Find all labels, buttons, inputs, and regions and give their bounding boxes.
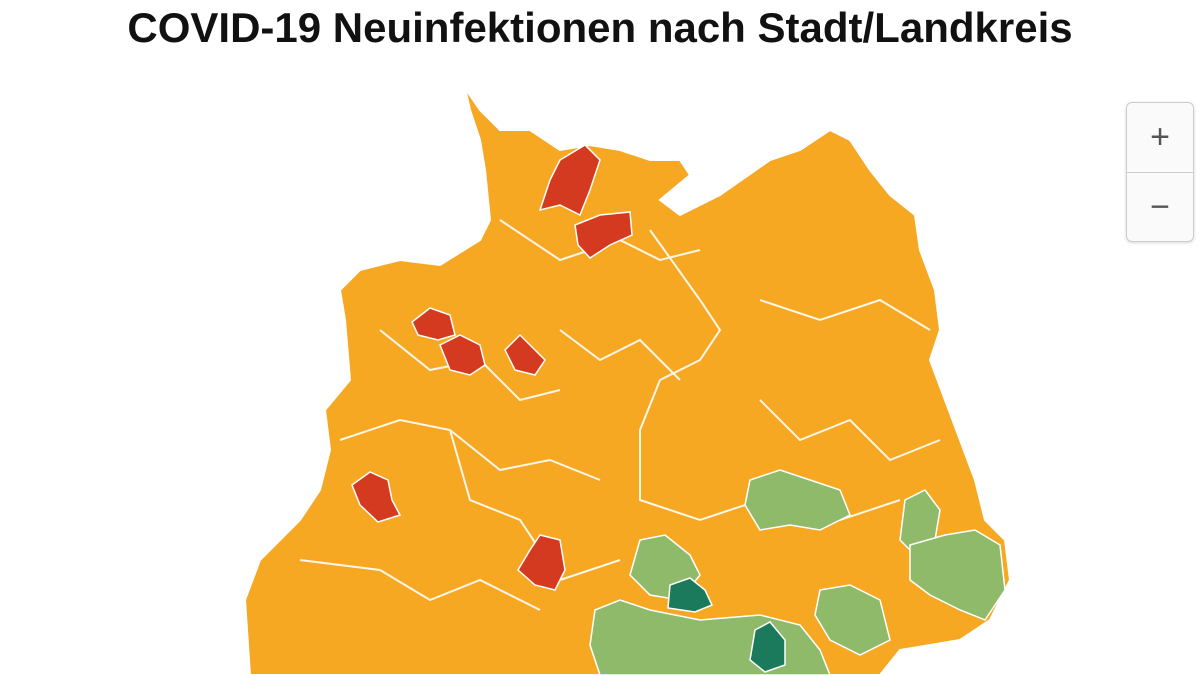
region-borders — [299, 219, 941, 611]
lowest-incidence-regions — [667, 577, 786, 673]
zoom-in-button[interactable]: + — [1150, 118, 1170, 156]
map-region — [243, 87, 1012, 675]
zoom-out-button[interactable]: − — [1127, 172, 1193, 242]
title: COVID-19 Neuinfektionen nach Stadt/Landk… — [127, 4, 1073, 51]
high-incidence-regions — [351, 144, 633, 591]
zoom-control: + − — [1126, 102, 1194, 242]
